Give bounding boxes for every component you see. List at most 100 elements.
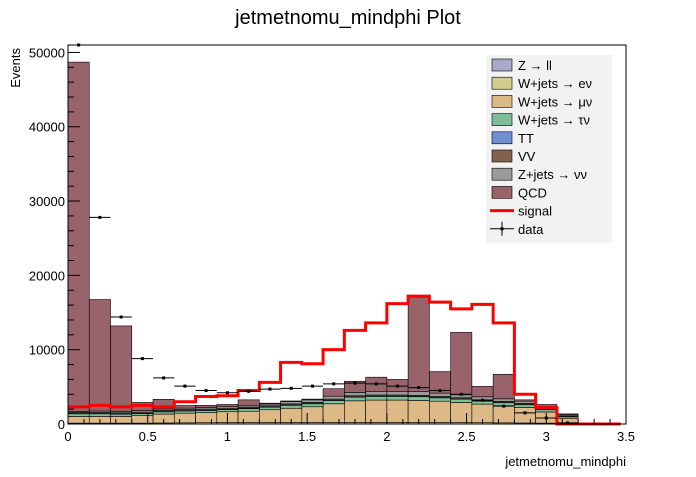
bar-3-5: [174, 411, 195, 413]
bar-3-7: [217, 410, 238, 412]
data-marker-5: [183, 385, 186, 388]
legend-swatch-4: [492, 132, 512, 144]
bar-7-7: [217, 404, 238, 406]
bar-2-15: [387, 400, 408, 422]
legend-entry-0: Z → ll: [492, 58, 552, 73]
bar-7-2: [111, 326, 132, 411]
bar-2-3: [132, 416, 153, 423]
bar-3-17: [429, 398, 450, 401]
y-tick-label-4: 40000: [29, 120, 65, 135]
bar-3-10: [281, 405, 302, 408]
bar-3-0: [68, 414, 89, 417]
data-marker-20: [502, 405, 505, 408]
legend-label-4: TT: [518, 131, 534, 146]
legend-swatch-5: [492, 150, 512, 162]
bar-3-6: [196, 410, 217, 412]
bar-3-2: [111, 414, 132, 416]
bar-3-9: [259, 407, 280, 410]
legend-label-8: signal: [518, 204, 552, 219]
x-tick-label-0: 0: [64, 429, 71, 444]
x-axis-label: jetmetnomu_mindphi: [504, 454, 626, 469]
bar-6-20: [493, 399, 514, 402]
data-marker-17: [439, 389, 442, 392]
bar-7-12: [323, 389, 344, 396]
y-tick-label-3: 30000: [29, 194, 65, 209]
bar-2-2: [111, 416, 132, 423]
bar-2-8: [238, 411, 259, 422]
legend-label-0: Z → ll: [518, 58, 552, 73]
bar-6-15: [387, 391, 408, 395]
legend-swatch-2: [492, 95, 512, 107]
data-point-10: [281, 387, 302, 390]
bar-7-21: [514, 400, 535, 401]
bar-7-20: [493, 374, 514, 399]
bar-3-13: [344, 397, 365, 401]
bar-7-10: [281, 401, 302, 402]
x-tick-label-2: 1: [224, 429, 231, 444]
bar-7-11: [302, 399, 323, 400]
bar-7-1: [89, 300, 110, 411]
x-tick-label-1: 0.5: [139, 429, 157, 444]
bar-7-16: [408, 297, 429, 391]
data-marker-2: [120, 315, 123, 318]
bar-7-0: [68, 62, 89, 411]
data-marker-8: [247, 390, 250, 393]
legend-label-1: W+jets → eν: [518, 76, 592, 91]
bar-6-21: [514, 401, 535, 403]
x-tick-label-5: 2.5: [458, 429, 476, 444]
data-point-1: [89, 216, 110, 219]
legend-entry-3: W+jets → τν: [492, 113, 590, 128]
bar-3-21: [514, 405, 535, 408]
legend-entry-1: W+jets → eν: [492, 76, 592, 91]
data-point-5: [174, 385, 195, 388]
bar-3-8: [238, 409, 259, 412]
data-point-7: [217, 391, 238, 394]
x-tick-label-4: 2: [383, 429, 390, 444]
bar-7-5: [174, 405, 195, 408]
x-tick-label-7: 3.5: [617, 429, 635, 444]
x-tick-label-3: 1.5: [298, 429, 316, 444]
x-tick-label-6: 3: [543, 429, 550, 444]
bar-3-22: [536, 410, 557, 412]
bar-7-9: [259, 403, 280, 404]
legend-marker-9: [501, 227, 504, 230]
bar-2-6: [196, 413, 217, 423]
legend-label-9: data: [518, 222, 544, 237]
legend-label-5: VV: [518, 149, 536, 164]
bar-6-13: [344, 392, 365, 395]
bar-2-12: [323, 404, 344, 423]
legend-swatch-1: [492, 77, 512, 89]
data-point-11: [302, 385, 323, 388]
data-point-9: [259, 388, 280, 391]
legend-entry-7: QCD: [492, 185, 547, 200]
data-point-6: [196, 389, 217, 392]
bar-7-8: [238, 400, 259, 406]
data-point-12: [323, 382, 344, 385]
bar-2-20: [493, 406, 514, 423]
bar-3-4: [153, 412, 174, 414]
data-marker-6: [205, 389, 208, 392]
bar-2-21: [514, 407, 535, 423]
data-marker-7: [226, 391, 229, 394]
data-point-3: [132, 357, 153, 360]
data-marker-14: [375, 382, 378, 385]
bar-3-11: [302, 404, 323, 407]
bar-7-19: [472, 386, 493, 396]
bar-2-9: [259, 410, 280, 423]
legend-entry-6: Z+jets → νν: [492, 167, 587, 182]
data-marker-18: [460, 393, 463, 396]
bar-7-23: [557, 414, 578, 415]
legend-swatch-3: [492, 114, 512, 126]
legend-swatch-7: [492, 186, 512, 198]
data-marker-19: [481, 399, 484, 402]
data-marker-10: [290, 387, 293, 390]
bar-3-15: [387, 396, 408, 400]
data-marker-15: [396, 385, 399, 388]
legend-swatch-0: [492, 59, 512, 71]
bar-6-16: [408, 392, 429, 396]
legend-swatch-6: [492, 168, 512, 180]
y-tick-label-2: 20000: [29, 268, 65, 283]
data-marker-21: [524, 411, 527, 414]
